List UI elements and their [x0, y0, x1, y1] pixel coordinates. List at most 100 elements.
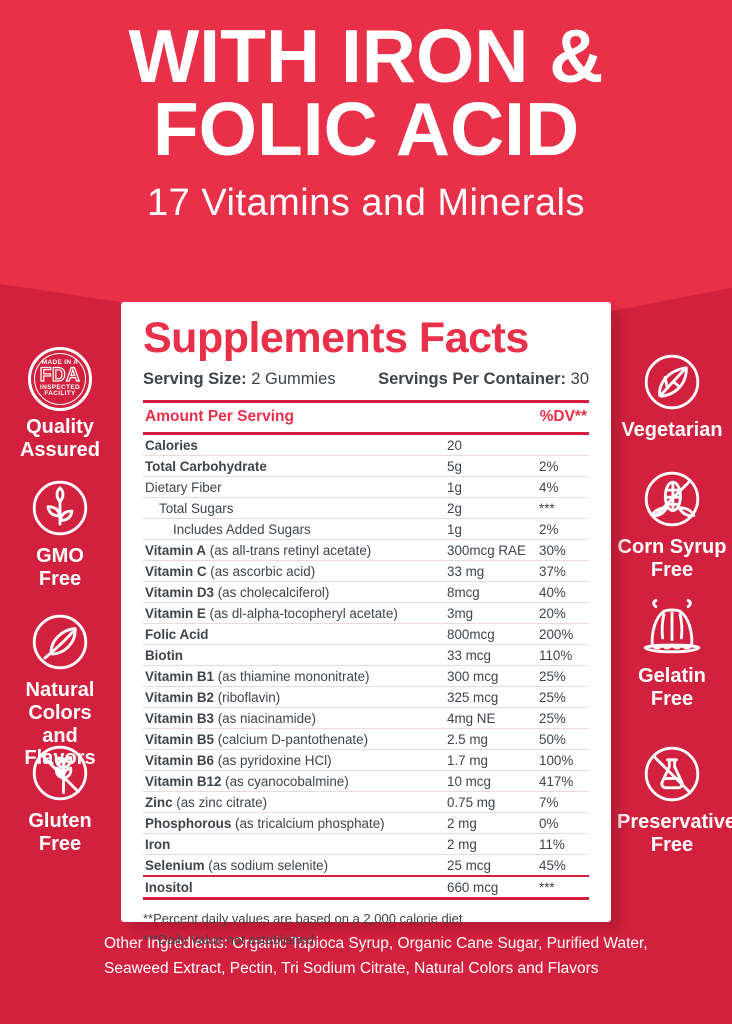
natural-leaf-icon — [32, 614, 88, 670]
nutrient-amount: 2 mg — [447, 815, 477, 831]
badge-label: Quality Assured — [19, 416, 101, 461]
servings-per-container: Servings Per Container: 30 — [378, 370, 589, 389]
nutrient-dv: 40% — [539, 584, 566, 600]
fda-inner-circle: MADE IN A FDA INSPECTED FACILITY — [34, 353, 86, 405]
nutrient-dv: 25% — [539, 689, 566, 705]
facts-row: Vitamin D3 (as cholecalciferol) 8mcg 40% — [143, 581, 589, 602]
divider-rule — [143, 400, 589, 404]
nutrient-name: Total Sugars — [159, 500, 234, 516]
facts-row: Total Carbohydrate 5g 2% — [143, 455, 589, 476]
facts-row: Vitamin B12 (as cyanocobalmine) 10 mcg 4… — [143, 770, 589, 791]
nutrient-amount: 2.5 mg — [447, 731, 488, 747]
badge-gelatin-free: Gelatin Free — [617, 598, 727, 711]
nutrient-amount: 33 mg — [447, 563, 485, 579]
amount-per-serving-header: Amount Per Serving — [145, 408, 294, 426]
nutrient-dv: 25% — [539, 710, 566, 726]
facts-row: Vitamin B2 (riboflavin) 325 mcg 25% — [143, 686, 589, 707]
facts-row: Dietary Fiber 1g 4% — [143, 476, 589, 497]
nutrient-name: Vitamin A (as all-trans retinyl acetate) — [145, 542, 372, 558]
nutrient-name: Biotin — [145, 647, 183, 663]
badge-preservative-free: Preservative Free — [617, 742, 732, 857]
vitamins-count-subtitle: 17 Vitamins and Minerals — [147, 181, 585, 224]
nutrient-dv: 25% — [539, 668, 566, 684]
gmo-free-icon — [32, 480, 88, 536]
nutrient-dv: *** — [539, 500, 555, 516]
facts-row: Vitamin B5 (calcium D-pantothenate) 2.5 … — [143, 728, 589, 749]
nutrient-amount: 10 mcg — [447, 773, 491, 789]
gelatin-free-icon — [643, 598, 701, 654]
facts-row: Calories 20 — [143, 435, 589, 455]
facts-column-header: Amount Per Serving %DV** — [143, 403, 589, 432]
badge-label: Corn Syrup Free — [617, 536, 727, 581]
facts-row: Vitamin A (as all-trans retinyl acetate)… — [143, 539, 589, 560]
badge-gmo-free: GMO Free — [5, 476, 115, 591]
nutrient-dv: 2% — [539, 458, 559, 474]
facts-row: Vitamin B6 (as pyridoxine HCl) 1.7 mg 10… — [143, 749, 589, 770]
header: WITH IRON & FOLIC ACID 17 Vitamins and M… — [0, 14, 732, 225]
nutrient-dv: *** — [539, 879, 555, 895]
nutrient-amount: 3mg — [447, 605, 474, 621]
nutrient-name: Vitamin B3 (as niacinamide) — [145, 710, 316, 726]
claim-line-1: WITH IRON & — [128, 14, 604, 98]
serving-size: Serving Size: 2 Gummies — [143, 370, 336, 389]
fda-text-mid: INSPECTED — [40, 383, 80, 391]
facts-row: Total Sugars 2g *** — [143, 497, 589, 518]
badge-label: Preservative Free — [617, 811, 732, 856]
facts-row: Vitamin E (as dl-alpha-tocopheryl acetat… — [143, 602, 589, 623]
nutrient-name: Vitamin B6 (as pyridoxine HCl) — [145, 752, 332, 768]
nutrient-dv: 30% — [539, 542, 566, 558]
badge-quality-assured: MADE IN A FDA INSPECTED FACILITY Quality… — [5, 347, 115, 462]
facts-footnotes: **Percent daily values are based on a 2,… — [143, 909, 589, 951]
header-band-shape — [0, 0, 732, 333]
fda-text-top: MADE IN A — [41, 359, 79, 367]
nutrient-dv: 37% — [539, 563, 566, 579]
nutrient-amount: 660 mcg — [447, 879, 499, 895]
badge-label: Gluten Free — [28, 810, 92, 855]
nutrient-name: Vitamin C (as ascorbic acid) — [145, 563, 316, 579]
badge-label: Gelatin Free — [638, 665, 706, 710]
nutrient-amount: 300mcg RAE — [447, 542, 526, 558]
nutrient-name: Phosphorous (as tricalcium phosphate) — [145, 815, 385, 831]
dv-header: %DV** — [539, 408, 587, 426]
supplement-facts-panel: Supplements Facts Serving Size: 2 Gummie… — [121, 302, 611, 947]
facts-row: Vitamin B1 (as thiamine mononitrate) 300… — [143, 665, 589, 686]
badge-label: GMO Free — [36, 545, 84, 590]
corn-syrup-free-icon — [644, 471, 700, 527]
servings-value: 30 — [570, 370, 589, 389]
nutrient-name: Dietary Fiber — [145, 479, 222, 495]
fda-facility-icon: MADE IN A FDA INSPECTED FACILITY — [28, 347, 92, 411]
nutrient-name: Inositol — [145, 879, 193, 895]
vegetarian-leaf-icon — [644, 354, 700, 410]
nutrient-amount: 325 mcg — [447, 689, 499, 705]
nutrient-dv: 100% — [539, 752, 574, 768]
nutrient-amount: 5g — [447, 458, 462, 474]
nutrient-name: Vitamin D3 (as cholecalciferol) — [145, 584, 330, 600]
other-ingredients-text: Other Ingredients: Organic Tapioca Syrup… — [104, 935, 648, 977]
facts-row: Folic Acid 800mcg 200% — [143, 623, 589, 644]
facts-row: Phosphorous (as tricalcium phosphate) 2 … — [143, 812, 589, 833]
nutrient-amount: 25 mcg — [447, 857, 491, 873]
nutrient-amount: 1.7 mg — [447, 752, 488, 768]
nutrient-dv: 110% — [539, 647, 573, 663]
footnote-not-established: ***Daily Value not established. — [143, 931, 318, 947]
nutrient-name: Vitamin B2 (riboflavin) — [145, 689, 281, 705]
servings-label: Servings Per Container: — [378, 370, 567, 389]
nutrient-amount: 20 — [447, 437, 462, 453]
nutrient-amount: 1g — [447, 479, 462, 495]
nutrient-name: Zinc (as zinc citrate) — [145, 794, 268, 810]
serving-size-value: 2 Gummies — [251, 370, 336, 389]
badge-vegetarian: Vegetarian — [617, 350, 727, 442]
nutrient-dv: 417% — [539, 773, 574, 789]
nutrient-name: Vitamin B5 (calcium D-pantothenate) — [145, 731, 369, 747]
facts-table-rows: Calories 20 Total Carbohydrate 5g 2% Die… — [143, 435, 589, 901]
badge-label: Vegetarian — [621, 419, 723, 441]
facts-row: Inositol 660 mcg *** — [143, 875, 589, 897]
gluten-free-icon — [32, 745, 88, 801]
claim-line-2: FOLIC ACID — [152, 86, 580, 171]
nutrient-amount: 1g — [447, 521, 462, 537]
nutrient-amount: 8mcg — [447, 584, 480, 600]
facts-row: Biotin 33 mcg 110% — [143, 644, 589, 665]
preservative-free-icon — [644, 746, 700, 802]
nutrient-name: Total Carbohydrate — [145, 458, 267, 474]
